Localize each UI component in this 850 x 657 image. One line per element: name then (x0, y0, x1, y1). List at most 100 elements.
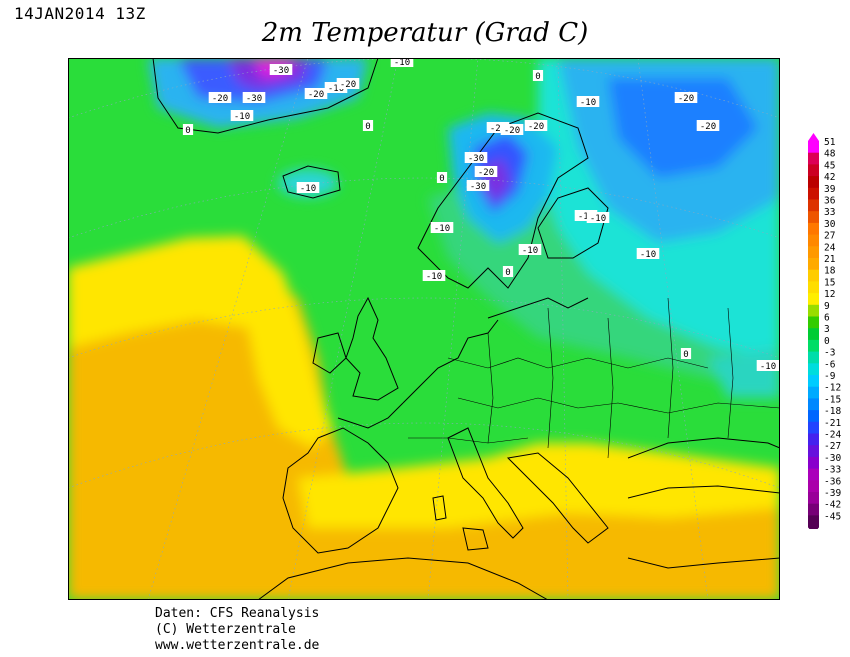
legend-swatch (808, 293, 819, 306)
contour-label: -10 (756, 360, 780, 372)
contour-label: -10 (636, 248, 660, 260)
svg-text:-10: -10 (640, 250, 656, 260)
legend-swatch (808, 398, 819, 411)
legend-swatch (808, 176, 819, 189)
svg-text:-10: -10 (578, 212, 594, 222)
legend-swatch (808, 164, 819, 177)
credit-website[interactable]: www.wetterzentrale.de (155, 638, 320, 653)
contour-label: 0 (680, 348, 692, 360)
legend-swatch (808, 152, 819, 165)
contour-label: -10 (574, 210, 598, 222)
legend-swatch (808, 187, 819, 200)
contour-label: -10 (390, 58, 414, 68)
contour-label: -10 (576, 96, 600, 108)
legend-label: -9 (824, 371, 836, 382)
legend-label: 12 (824, 289, 835, 300)
legend-swatch (808, 386, 819, 399)
legend-swatch (808, 258, 819, 271)
legend-max-arrow (808, 133, 819, 141)
legend-label: 15 (824, 277, 835, 288)
legend-label: 48 (824, 149, 836, 160)
legend-label: -12 (824, 383, 841, 394)
legend-swatch (808, 281, 819, 294)
contour-label: -10 (324, 82, 348, 94)
contour-label: -20 (336, 78, 360, 90)
contour-label: -10 (586, 212, 610, 224)
legend-label: -6 (824, 359, 836, 370)
legend-swatch (808, 234, 819, 247)
legend-label: 42 (824, 172, 835, 183)
legend-label: 6 (824, 313, 830, 324)
legend-label: -45 (824, 511, 841, 522)
credit-copyright: (C) Wetterzentrale (155, 622, 296, 637)
legend-swatch (808, 328, 819, 341)
svg-text:0: 0 (683, 350, 688, 360)
legend-label: -39 (824, 488, 841, 499)
legend-min-arrow (808, 527, 819, 529)
legend-label: 30 (824, 219, 836, 230)
contour-label: -20 (474, 166, 498, 178)
svg-text:-10: -10 (300, 184, 316, 194)
svg-text:-30: -30 (468, 154, 484, 164)
svg-text:-20: -20 (308, 90, 324, 100)
legend-label: -15 (824, 394, 841, 405)
contour-label: 0 (182, 124, 194, 136)
contour-label: -20 (500, 124, 524, 136)
legend-swatch (808, 141, 819, 154)
legend-swatch (808, 480, 819, 493)
legend-swatch (808, 316, 819, 329)
legend-swatch (808, 410, 819, 423)
contour-label: 0 (436, 172, 448, 184)
svg-text:-10: -10 (760, 362, 776, 372)
date-label: 14JAN2014 13Z (14, 4, 146, 23)
contour-label: -10 (230, 110, 254, 122)
svg-text:-30: -30 (246, 94, 262, 104)
contour-label: -30 (269, 64, 293, 76)
legend-label: 51 (824, 137, 836, 148)
legend-label: -3 (824, 348, 835, 359)
legend-label: 18 (824, 266, 836, 277)
contour-label: -10 (296, 182, 320, 194)
legend-swatch (808, 433, 819, 446)
legend-swatch (808, 222, 819, 236)
legend-swatch (808, 421, 819, 434)
lat-lon-grid (68, 58, 780, 600)
svg-text:-10: -10 (426, 272, 442, 282)
contour-label: 0 (362, 120, 374, 132)
legend-swatch (808, 304, 819, 317)
legend-swatch (808, 246, 819, 259)
credits: Daten: CFS Reanalysis (C) Wetterzentrale… (155, 606, 319, 654)
legend-label: 27 (824, 231, 835, 242)
contour-label: -30 (464, 152, 488, 164)
yellow-band (68, 236, 333, 448)
contour-label: -30 (466, 180, 490, 192)
svg-text:-10: -10 (522, 246, 538, 256)
legend-label: -27 (824, 441, 841, 452)
contour-labels: -30-20 -30 -20-10-20-100 0-10-20-10-20-100-… (182, 58, 780, 372)
legend-label: -30 (824, 453, 841, 464)
legend-swatch (808, 199, 819, 212)
legend-label: 24 (824, 242, 836, 253)
legend-label: 45 (824, 160, 835, 171)
legend-label: 39 (824, 184, 836, 195)
svg-text:-10: -10 (394, 58, 410, 68)
legend-label: 0 (824, 336, 830, 347)
legend-label: -21 (824, 418, 841, 429)
contour-label: -10 (430, 222, 454, 234)
svg-text:0: 0 (505, 268, 510, 278)
temperature-map: -30-20 -30 -20-10-20-100 0-10-20-10-20-100-… (68, 58, 780, 600)
legend-swatch (808, 492, 819, 505)
svg-text:-30: -30 (470, 182, 486, 192)
legend-swatch (808, 351, 819, 364)
svg-text:0: 0 (185, 126, 190, 136)
contour-label: -20 (486, 122, 510, 134)
svg-text:-10: -10 (590, 214, 606, 224)
credit-source: Daten: CFS Reanalysis (155, 606, 320, 621)
legend-label: -42 (824, 500, 841, 511)
svg-text:0: 0 (535, 72, 540, 82)
svg-text:-20: -20 (700, 122, 716, 132)
svg-text:-20: -20 (490, 124, 506, 134)
svg-text:0: 0 (439, 174, 444, 184)
legend-label: 3 (824, 324, 830, 335)
svg-text:-10: -10 (434, 224, 450, 234)
